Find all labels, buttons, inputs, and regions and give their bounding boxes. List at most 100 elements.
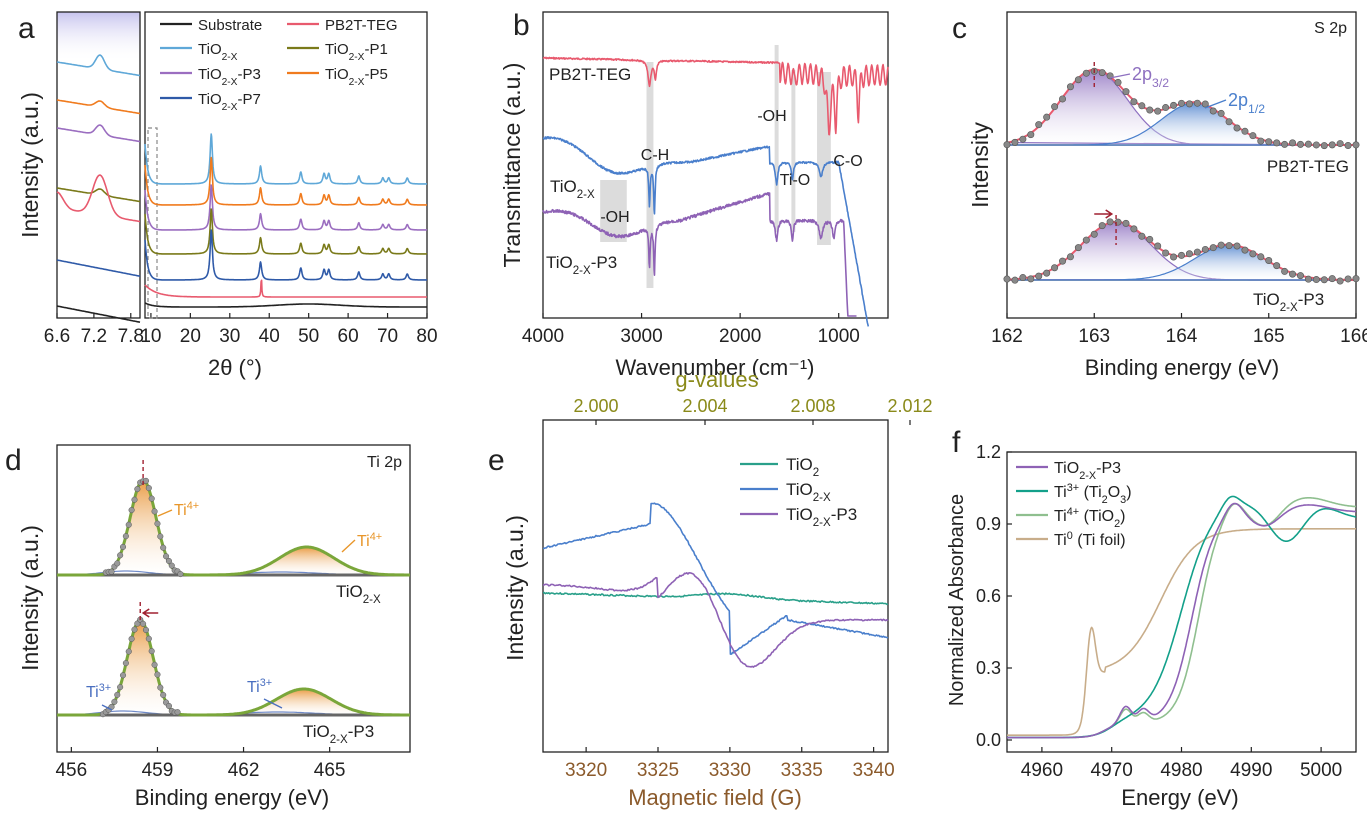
data-point (1265, 138, 1273, 146)
data-point (1217, 109, 1225, 117)
data-point (140, 620, 147, 627)
x-tick-label: 5000 (1300, 760, 1342, 781)
data-point (1352, 141, 1360, 149)
data-point (1185, 100, 1193, 108)
band-highlight (817, 72, 831, 245)
x-tick-label: 2000 (719, 326, 761, 347)
fit-envelope (56, 478, 411, 577)
y-tick-label: 0.6 (976, 586, 1001, 606)
label-arrow (157, 509, 173, 517)
data-point (1051, 264, 1059, 272)
data-point (1154, 107, 1162, 115)
legend-label: TiO2-X-P7 (198, 91, 261, 113)
peak-label-ti4: Ti4+ (174, 500, 199, 519)
text-part: 2-X (222, 102, 238, 113)
data-point (111, 698, 118, 705)
data-point (157, 684, 164, 691)
data-point (1273, 262, 1281, 270)
data-point (165, 557, 172, 565)
x-tick-label: 30 (219, 326, 240, 347)
inset-curve (56, 259, 141, 277)
text-part: 2-X (1079, 470, 1097, 482)
text-part: TiO (786, 480, 813, 499)
data-point (1130, 98, 1138, 106)
text-part: TiO (546, 253, 573, 272)
data-point (1233, 242, 1241, 250)
label-tio2xp3: TiO2-X-P3 (1253, 290, 1324, 314)
text-part: TiO (786, 455, 813, 474)
data-point (1320, 276, 1328, 284)
ir-curve-tio2x (542, 136, 870, 327)
xrd-curve-substrate (144, 302, 427, 308)
text-part: 2-X (222, 52, 238, 63)
text-part: 2-X (577, 189, 595, 201)
text-part: Ti (1054, 532, 1067, 549)
data-point (108, 568, 115, 575)
x-tick-label: 70 (377, 326, 398, 347)
data-point (163, 553, 170, 560)
x2-tick-label: 2.008 (790, 396, 835, 416)
y-tick-label: 0.0 (976, 730, 1001, 750)
data-point (128, 507, 135, 514)
text-part: -P3 (591, 253, 617, 272)
data-point (1122, 88, 1130, 96)
x-tick-label: 60 (338, 326, 359, 347)
data-point (145, 635, 152, 642)
data-point (148, 648, 155, 655)
data-point (1019, 274, 1027, 282)
x-tick-label: 4970 (1091, 760, 1133, 781)
x-tick-label: 164 (1166, 326, 1198, 347)
data-point (1170, 101, 1178, 109)
fit-peak-main (57, 619, 410, 716)
data-point (1027, 131, 1035, 139)
data-point (174, 709, 181, 716)
data-point (1066, 253, 1074, 261)
text-part: (Ti (1079, 484, 1102, 501)
axes-frame (542, 11, 889, 319)
data-point (1035, 121, 1043, 129)
x-tick-label: 10 (140, 326, 161, 347)
legend-label: Ti3+ (Ti2O3) (1054, 482, 1132, 506)
series-label-tio2xp3: TiO2-X-P3 (546, 253, 617, 277)
label-arrow (341, 539, 356, 553)
data-point (1249, 132, 1257, 140)
text-part: Ti (357, 533, 370, 550)
data-point (119, 672, 127, 679)
shift-arrow (1094, 209, 1114, 219)
data-point (165, 702, 172, 709)
xrd-curve-pb2t (144, 279, 428, 298)
x2-tick-label: 2.004 (682, 396, 727, 416)
x-tick-label: 3000 (620, 326, 662, 347)
data-point (1043, 269, 1051, 277)
data-point (1178, 99, 1186, 107)
x-axis-label: Magnetic field (G) (628, 785, 802, 810)
y-axis-label: Intensity (a.u.) (502, 515, 528, 661)
legend-label: PB2T-TEG (325, 17, 398, 34)
data-point (1098, 69, 1106, 77)
data-point (1138, 232, 1146, 240)
panel-letter-d: d (5, 444, 22, 477)
xrd-curve (144, 208, 428, 255)
data-point (1336, 140, 1344, 148)
data-point (1320, 142, 1328, 150)
text-part: 2-X (349, 77, 365, 88)
text-part: -P5 (364, 66, 387, 83)
text-part: (TiO (1079, 508, 1114, 525)
peak-label-2p32: 2p3/2 (1132, 64, 1169, 90)
text-part: TiO (198, 91, 222, 108)
data-point (1162, 249, 1170, 257)
data-point (168, 562, 175, 569)
series-label-pb2t: PB2T-TEG (549, 65, 631, 84)
label-arrow (263, 698, 283, 709)
text-part: Ti (247, 679, 260, 696)
text-part: 2 (1114, 518, 1120, 530)
data-point (154, 671, 161, 678)
data-point (1130, 225, 1138, 233)
data-point (160, 544, 167, 551)
data-point (1090, 230, 1098, 238)
x2-axis-label: g-values (675, 367, 758, 392)
band-highlight (774, 45, 779, 232)
x-tick-label: 3320 (565, 760, 607, 781)
data-point (117, 684, 124, 691)
